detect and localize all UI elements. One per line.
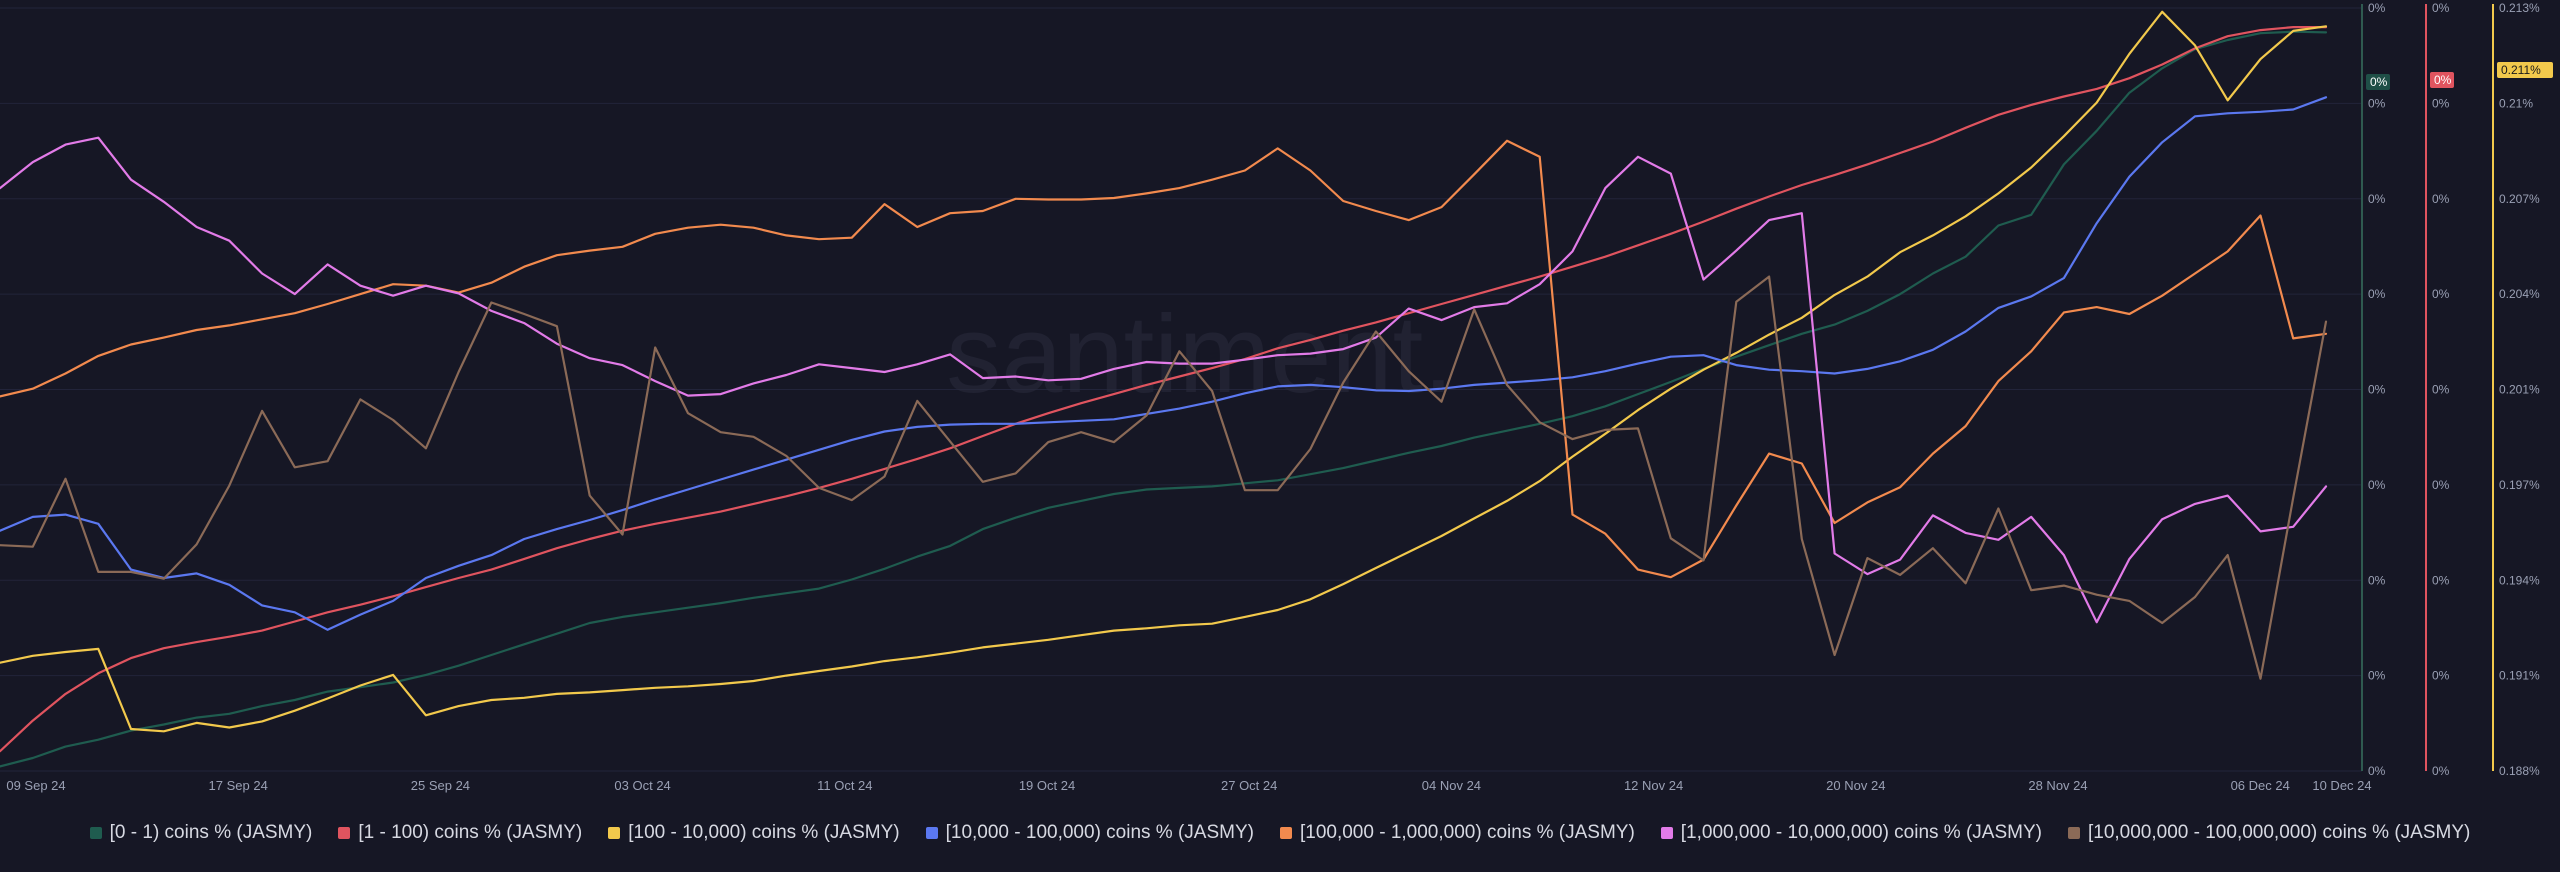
- legend-item-5[interactable]: [1,000,000 - 10,000,000) coins % (JASMY): [1660, 822, 2042, 844]
- y-tick-label: 0%: [2432, 383, 2450, 397]
- x-tick-label: 20 Nov 24: [1826, 778, 1885, 793]
- y-axis-badge-label: 0.211%: [2501, 63, 2541, 77]
- y-tick-label: 0%: [2432, 764, 2450, 778]
- x-tick-label: 06 Dec 24: [2231, 778, 2290, 793]
- grid-lines: [0, 7, 2362, 772]
- x-tick-label: 10 Dec 24: [2312, 778, 2371, 793]
- y-tick-label: 0%: [2432, 669, 2450, 683]
- x-axis: 09 Sep 24 17 Sep 24 25 Sep 24 03 Oct 24 11 O…: [6, 778, 2371, 793]
- y-tick-label: 0.191%: [2499, 669, 2540, 683]
- legend-label: [10,000 - 100,000) coins % (JASMY): [945, 822, 1254, 843]
- legend-label: [10,000,000 - 100,000,000) coins % (JASM…: [2087, 822, 2471, 843]
- x-tick-label: 19 Oct 24: [1019, 778, 1075, 793]
- series-lines: [0, 10, 2328, 768]
- y-tick-label: 0.201%: [2499, 383, 2540, 397]
- legend-item-4[interactable]: [100,000 - 1,000,000) coins % (JASMY): [1279, 822, 1635, 844]
- y-tick-label: 0%: [2432, 573, 2450, 587]
- legend-label: [0 - 1) coins % (JASMY): [109, 822, 313, 843]
- x-tick-label: 12 Nov 24: [1624, 778, 1683, 793]
- y-tick-label: 0%: [2432, 96, 2450, 110]
- x-tick-label: 03 Oct 24: [614, 778, 670, 793]
- y-tick-label: 0.188%: [2499, 764, 2540, 778]
- legend-swatch: [89, 827, 102, 839]
- legend-label: [1 - 100) coins % (JASMY): [358, 822, 583, 843]
- series-line-1[interactable]: [0, 26, 2328, 753]
- y-axis-value-badge: [2366, 74, 2390, 90]
- series-line-2[interactable]: [0, 10, 2328, 733]
- legend-swatch: [925, 827, 938, 839]
- y-axes: 0% 0% 0% 0% 0% 0% 0% 0% 0% 0% 0% 0% 0% 0% 0% 0% 0% 0% 0% 0%…: [2361, 1, 2553, 778]
- y-tick-label: 0%: [2368, 192, 2386, 206]
- legend-swatch: [1660, 827, 1673, 839]
- legend-item-2[interactable]: [100 - 10,000) coins % (JASMY): [608, 822, 900, 844]
- y-tick-label: 0.204%: [2499, 287, 2540, 301]
- series-line-0[interactable]: [0, 30, 2328, 768]
- legend-label: [100,000 - 1,000,000) coins % (JASMY): [1299, 822, 1635, 843]
- y-tick-label: 0%: [2368, 96, 2386, 110]
- legend-swatch: [338, 827, 351, 839]
- y-tick-label: 0%: [2368, 764, 2386, 778]
- series-line-3[interactable]: [0, 96, 2328, 631]
- y-tick-label: 0%: [2432, 1, 2450, 15]
- x-tick-label: 04 Nov 24: [1422, 778, 1481, 793]
- y-tick-label: 0.213%: [2499, 1, 2540, 15]
- y-axis-value-badge: [2430, 72, 2454, 88]
- y-tick-label: 0.207%: [2499, 192, 2540, 206]
- legend-item-1[interactable]: [1 - 100) coins % (JASMY): [338, 822, 582, 844]
- y-tick-label: 0%: [2368, 573, 2386, 587]
- y-tick-label: 0%: [2368, 287, 2386, 301]
- y-tick-label: 0%: [2432, 287, 2450, 301]
- y-tick-label: 0.21%: [2499, 96, 2533, 110]
- y-tick-label: 0%: [2368, 383, 2386, 397]
- legend-swatch: [1279, 827, 1292, 839]
- x-tick-label: 11 Oct 24: [817, 778, 872, 793]
- y-axis-badge-label: 0%: [2370, 75, 2388, 89]
- y-axis-value-badge: [2497, 62, 2553, 78]
- x-tick-label: 27 Oct 24: [1221, 778, 1277, 793]
- series-line-6[interactable]: [0, 275, 2328, 680]
- legend-item-0[interactable]: [0 - 1) coins % (JASMY): [89, 822, 313, 844]
- x-tick-label: 28 Nov 24: [2028, 778, 2087, 793]
- legend-item-6[interactable]: [10,000,000 - 100,000,000) coins % (JASM…: [2067, 822, 2471, 844]
- y-tick-label: 0.197%: [2499, 478, 2540, 492]
- legend-label: [1,000,000 - 10,000,000) coins % (JASMY): [1680, 822, 2042, 843]
- x-tick-label: 09 Sep 24: [6, 778, 65, 793]
- y-tick-label: 0%: [2432, 192, 2450, 206]
- x-tick-label: 25 Sep 24: [411, 778, 470, 793]
- y-tick-label: 0%: [2368, 1, 2386, 15]
- y-tick-label: 0%: [2368, 669, 2386, 683]
- legend-item-3[interactable]: [10,000 - 100,000) coins % (JASMY): [925, 822, 1254, 844]
- legend-swatch: [2067, 827, 2080, 839]
- series-line-5[interactable]: [0, 136, 2328, 624]
- y-tick-label: 0.194%: [2499, 573, 2540, 587]
- watermark-text: santiment.: [946, 293, 1453, 416]
- y-tick-label: 0%: [2432, 478, 2450, 492]
- chart-legend: [0 - 1) coins % (JASMY) [1 - 100) coins …: [0, 818, 2560, 848]
- legend-label: [100 - 10,000) coins % (JASMY): [628, 822, 900, 843]
- y-tick-label: 0%: [2368, 478, 2386, 492]
- x-tick-label: 17 Sep 24: [209, 778, 268, 793]
- y-axis-badge-label: 0%: [2434, 73, 2452, 87]
- legend-swatch: [608, 827, 621, 839]
- series-line-4[interactable]: [0, 139, 2328, 579]
